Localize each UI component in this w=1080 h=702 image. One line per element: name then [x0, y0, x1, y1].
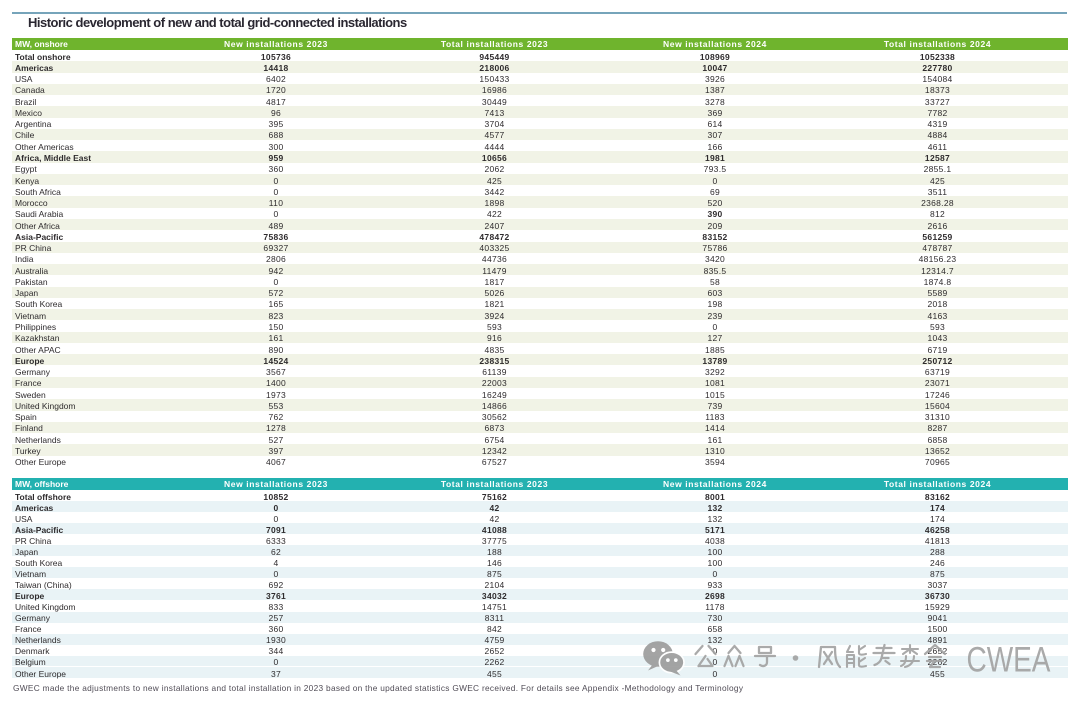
svg-text:CWEA: CWEA: [967, 639, 1052, 679]
